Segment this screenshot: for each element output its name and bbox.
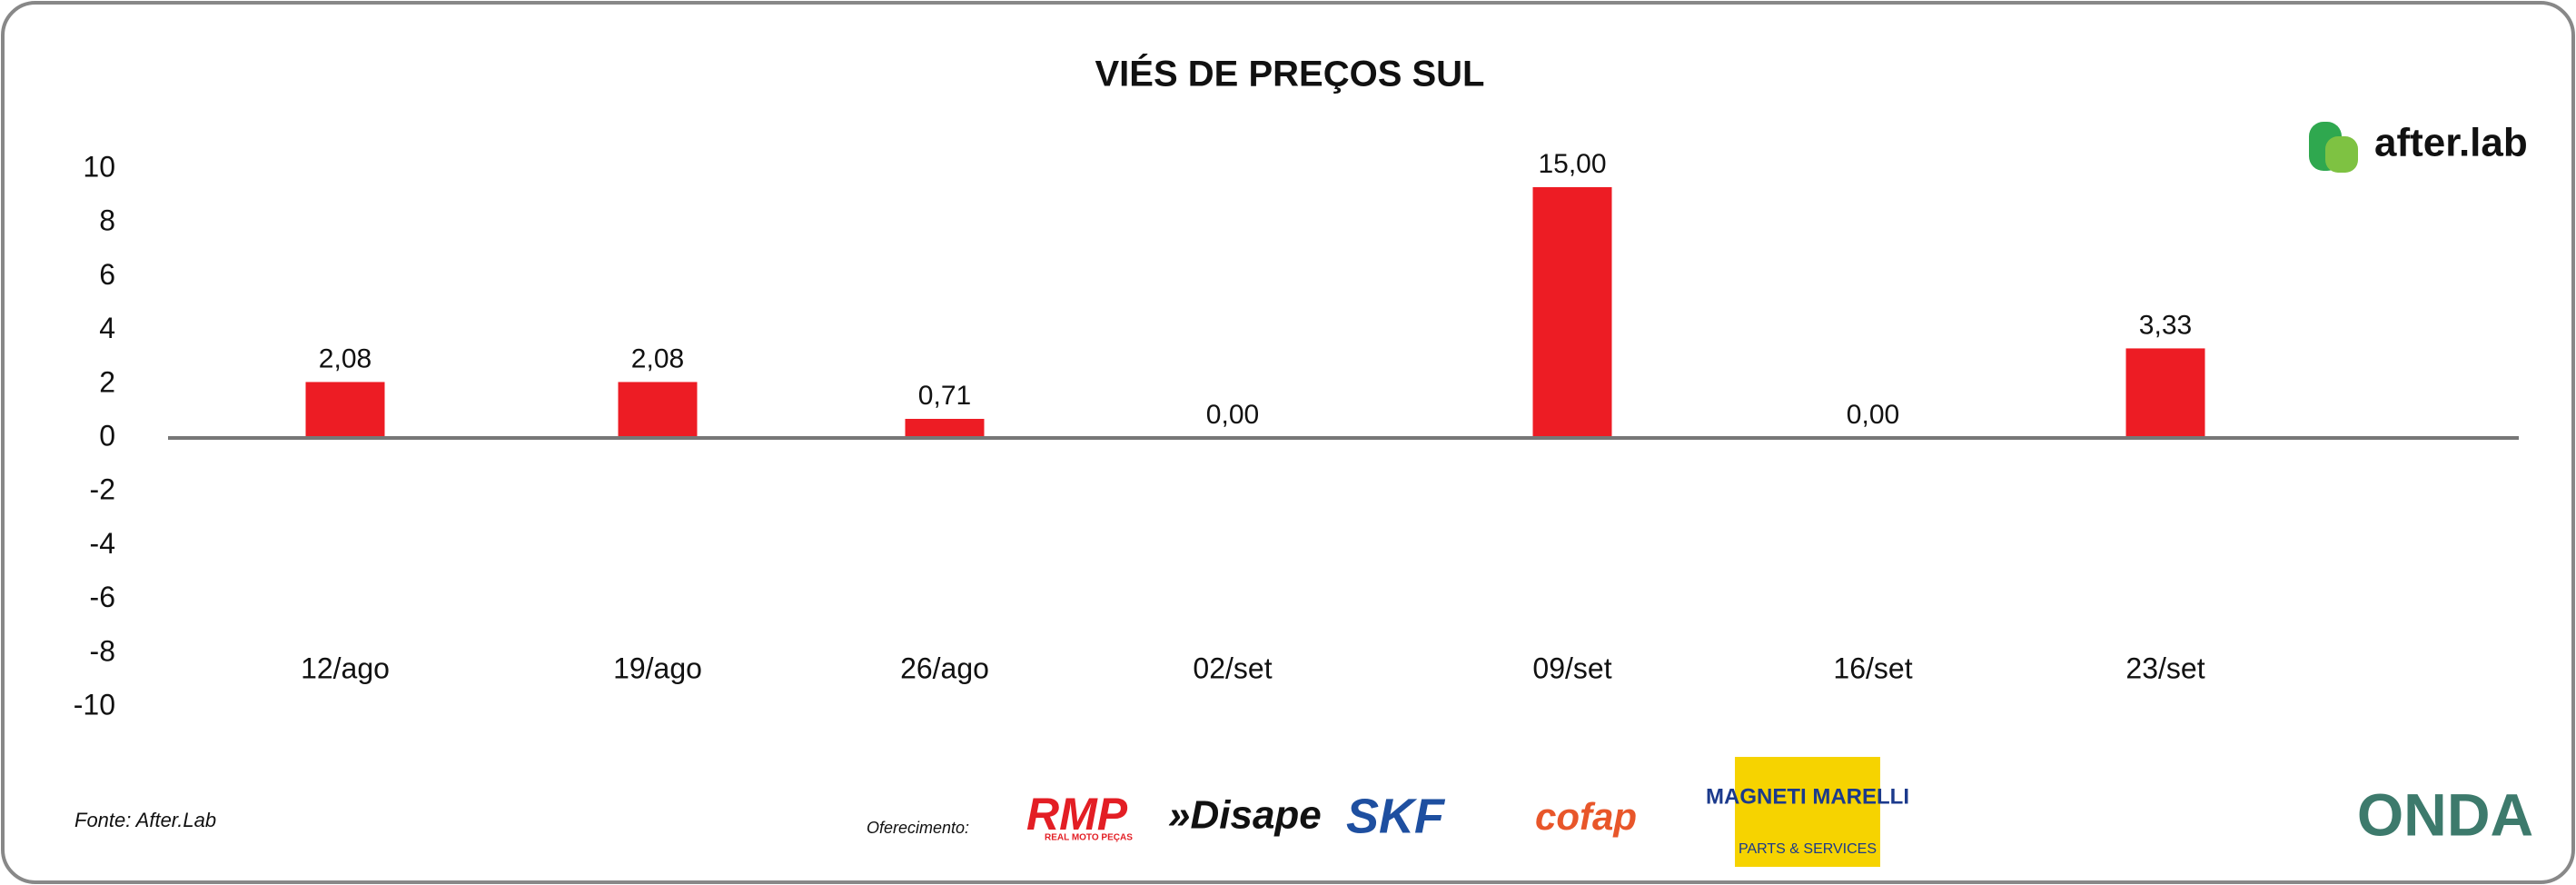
- y-tick-label: 6: [99, 258, 115, 291]
- y-tick-label: -8: [90, 634, 115, 667]
- data-label: 2,08: [319, 343, 372, 373]
- y-tick-label: 2: [99, 365, 115, 398]
- sponsor-label: Oferecimento:: [867, 819, 969, 837]
- y-tick-label: -6: [90, 581, 115, 613]
- sponsor: MAGNETI MARELLI: [1706, 784, 1909, 809]
- sponsor: SKF: [1346, 789, 1446, 843]
- sponsor: PARTS & SERVICES: [1739, 841, 1877, 857]
- chart-title: VIÉS DE PREÇOS SUL: [1095, 54, 1485, 94]
- data-label: 0,00: [1206, 400, 1259, 430]
- y-tick-label: 8: [99, 204, 115, 237]
- y-tick-label: -2: [90, 473, 115, 506]
- logo-mark: [2325, 136, 2358, 173]
- source: Fonte: After.Lab: [74, 809, 216, 831]
- y-tick-label: 10: [83, 150, 115, 183]
- y-tick-label: -10: [74, 688, 115, 721]
- footer-logo: ONDA: [2357, 781, 2533, 848]
- x-tick-label: 26/ago: [900, 651, 989, 684]
- x-tick-label: 02/set: [1193, 651, 1272, 684]
- sponsor-box: [1735, 757, 1880, 867]
- data-label: 2,08: [631, 343, 684, 373]
- data-label: 0,71: [918, 381, 971, 411]
- bar: [905, 418, 985, 438]
- logo-text: after.lab: [2374, 121, 2528, 165]
- x-tick-label: 23/set: [2125, 651, 2204, 684]
- x-tick-label: 16/set: [1833, 651, 1912, 684]
- sponsor: cofap: [1535, 795, 1637, 838]
- bar: [305, 382, 385, 438]
- data-label: 0,00: [1847, 400, 1899, 430]
- sponsor: »Disape: [1168, 793, 1322, 838]
- bar: [618, 382, 698, 438]
- bar: [1532, 187, 1612, 438]
- afterlab-logo: after.lab: [2309, 121, 2528, 173]
- x-tick-label: 12/ago: [301, 651, 390, 684]
- sponsor: RMP: [1026, 789, 1128, 840]
- y-tick-label: 4: [99, 312, 115, 344]
- y-tick-label: -4: [90, 527, 115, 560]
- data-label: 15,00: [1538, 149, 1606, 179]
- x-tick-label: 19/ago: [613, 651, 702, 684]
- sponsor: REAL MOTO PEÇAS: [1045, 833, 1133, 843]
- bar: [2125, 348, 2205, 438]
- data-label: 3,33: [2139, 310, 2192, 340]
- x-tick-label: 09/set: [1532, 651, 1611, 684]
- y-tick-label: 0: [99, 419, 115, 452]
